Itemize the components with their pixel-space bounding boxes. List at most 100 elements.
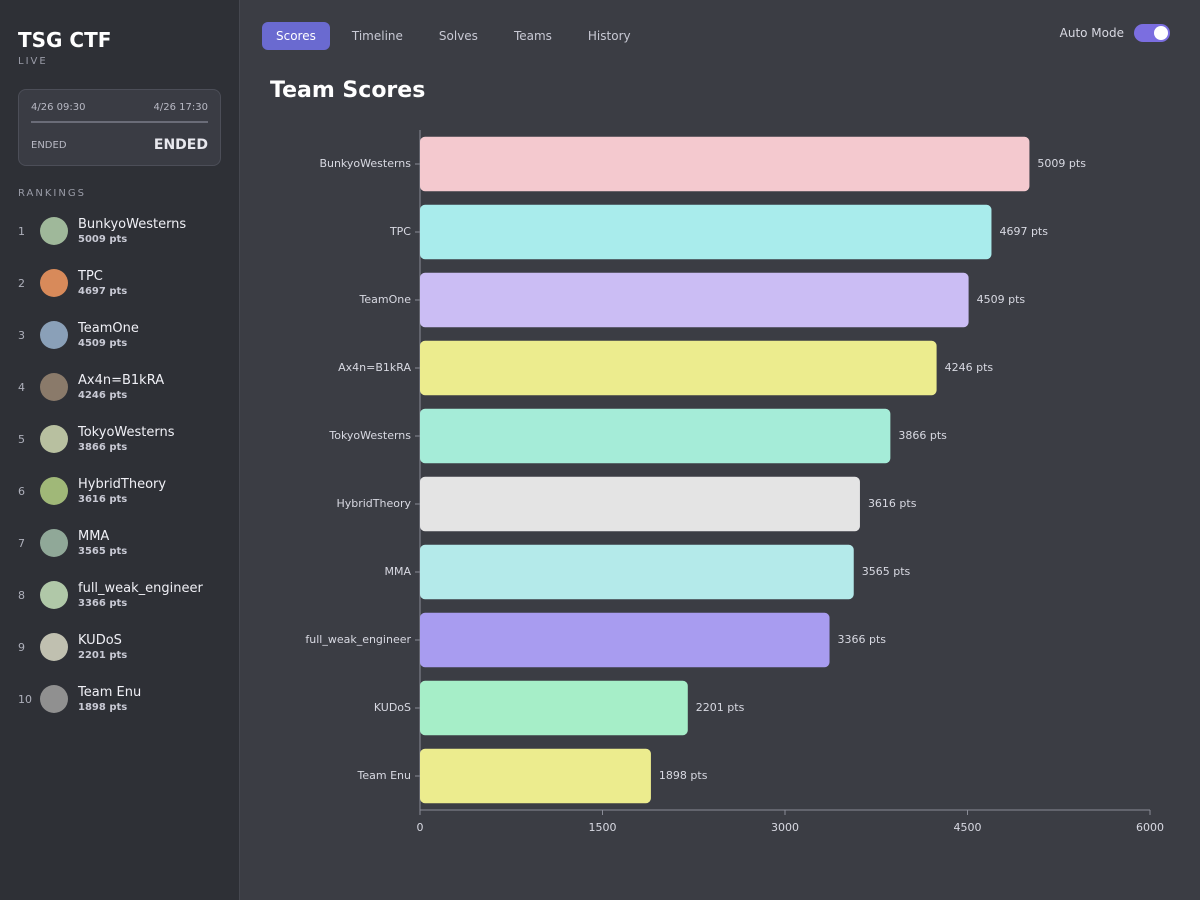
rank-number: 3 (18, 328, 25, 342)
team-name: HybridTheory (78, 477, 167, 492)
team-info: TPC 4697 pts (78, 269, 127, 297)
rank-number: 8 (18, 588, 25, 602)
ranking-row: 3 TeamOne 4509 pts (18, 315, 221, 355)
tab[interactable]: History (587, 29, 631, 43)
ranking-row: 8 full_weak_engineer 3366 pts (18, 575, 221, 615)
x-tick-label: 4500 (954, 821, 982, 834)
team-name: BunkyoWesterns (78, 217, 187, 232)
ranking-row: 10 Team Enu 1898 pts (18, 679, 221, 719)
bar (420, 680, 688, 736)
team-icon (40, 529, 68, 557)
value-label: 5009 pts (1037, 157, 1086, 170)
tab[interactable]: Scores (262, 22, 330, 50)
team-info: full_weak_engineer 3366 pts (78, 581, 203, 609)
ranking-row: 2 TPC 4697 pts (18, 263, 221, 303)
status: ENDED (153, 137, 208, 153)
status-card: 4/26 09:30 4/26 17:30 ENDED ENDED (18, 89, 221, 166)
y-tick-label: Ax4n=B1kRA (338, 361, 411, 374)
ranking-row: 9 KUDoS 2201 pts (18, 627, 221, 667)
rank-number: 10 (18, 692, 32, 706)
rank-number: 2 (18, 276, 25, 290)
rank-number: 5 (18, 432, 25, 446)
value-label: 3366 pts (838, 633, 887, 646)
value-label: 3616 pts (868, 497, 917, 510)
toggle[interactable] (1134, 24, 1170, 42)
team-info: HybridTheory 3616 pts (78, 477, 166, 505)
value-label: 3565 pts (862, 565, 911, 578)
rankings: 1 BunkyoWesterns 5009 pts 2 TPC 4697 pts 3 Team… (18, 211, 221, 719)
team-icon (40, 269, 68, 297)
bar (420, 136, 1030, 192)
rank-number: 6 (18, 484, 25, 498)
auto-mode-label: Auto Mode (1059, 26, 1124, 40)
y-tick-label: HybridTheory (336, 497, 411, 510)
team-score: 3366 pts (78, 598, 128, 609)
team-name: MMA (78, 529, 110, 544)
start-time: 4/26 09:30 (31, 102, 86, 113)
value-label: 1898 pts (659, 769, 708, 782)
y-tick-label: KUDoS (374, 701, 411, 714)
y-tick-label: Team Enu (357, 769, 411, 782)
y-tick-label: TPC (389, 225, 411, 238)
team-score: 3616 pts (78, 494, 128, 505)
end-time: 4/26 17:30 (153, 102, 208, 113)
progress-bar (31, 121, 208, 123)
team-icon (40, 581, 68, 609)
ranking-row: 5 TokyoWesterns 3866 pts (18, 419, 221, 459)
tab[interactable]: Solves (438, 29, 478, 43)
team-icon (40, 477, 68, 505)
rank-number: 1 (18, 224, 25, 238)
bar (420, 748, 651, 804)
team-icon (40, 217, 68, 245)
team-name: full_weak_engineer (78, 581, 203, 596)
team-name: Ax4n=B1kRA (78, 373, 165, 388)
auto-mode[interactable]: Auto Mode (1060, 24, 1170, 42)
app-title: TSG CTF (18, 28, 112, 52)
y-tick-label: TeamOne (359, 293, 412, 306)
rankings-heading: RANKINGS (18, 188, 86, 199)
chart: 0 1500 3000 4500 6000 BunkyoWesterns 5009 pts T… (305, 130, 1164, 834)
value-label: 2201 pts (696, 701, 745, 714)
value-label: 4697 pts (999, 225, 1048, 238)
bar (420, 476, 860, 532)
bar (420, 408, 891, 464)
y-tick-label: full_weak_engineer (305, 633, 411, 646)
team-name: TokyoWesterns (78, 425, 175, 440)
team-icon (40, 425, 68, 453)
team-score: 5009 pts (78, 234, 128, 245)
team-score: 2201 pts (78, 650, 128, 661)
value-label: 4246 pts (945, 361, 994, 374)
x-tick-label: 1500 (589, 821, 617, 834)
y-tick-label: TokyoWesterns (328, 429, 411, 442)
rank-number: 7 (18, 536, 25, 550)
y-tick-label: MMA (384, 565, 411, 578)
tab[interactable]: Timeline (351, 29, 403, 43)
team-score: 4509 pts (78, 338, 128, 349)
bar (420, 544, 854, 600)
team-score: 4697 pts (78, 286, 128, 297)
ranking-row: 7 MMA 3565 pts (18, 523, 221, 563)
team-info: MMA 3565 pts (78, 529, 127, 557)
tab[interactable]: Teams (513, 29, 552, 43)
team-info: BunkyoWesterns 5009 pts (78, 217, 186, 245)
team-score: 3866 pts (78, 442, 128, 453)
bar (420, 204, 992, 260)
bar (420, 340, 937, 396)
sidebar: TSG CTF LIVE 4/26 09:30 4/26 17:30 ENDED… (0, 0, 240, 900)
team-info: Ax4n=B1kRA 4246 pts (78, 373, 164, 401)
team-icon (40, 685, 68, 713)
team-name: TPC (78, 269, 103, 284)
team-score: 1898 pts (78, 702, 128, 713)
x-tick-label: 3000 (771, 821, 799, 834)
bar (420, 272, 969, 328)
team-info: TokyoWesterns 3866 pts (78, 425, 174, 453)
bar (420, 612, 830, 668)
team-name: TeamOne (78, 321, 139, 336)
ranking-row: 1 BunkyoWesterns 5009 pts (18, 211, 221, 251)
team-name: Team Enu (78, 685, 142, 700)
status-label: ENDED (31, 139, 67, 151)
chart-title: Team Scores (270, 78, 426, 103)
tabs: Scores Timeline Solves Teams History (262, 22, 645, 50)
x-tick-label: 6000 (1136, 821, 1164, 834)
